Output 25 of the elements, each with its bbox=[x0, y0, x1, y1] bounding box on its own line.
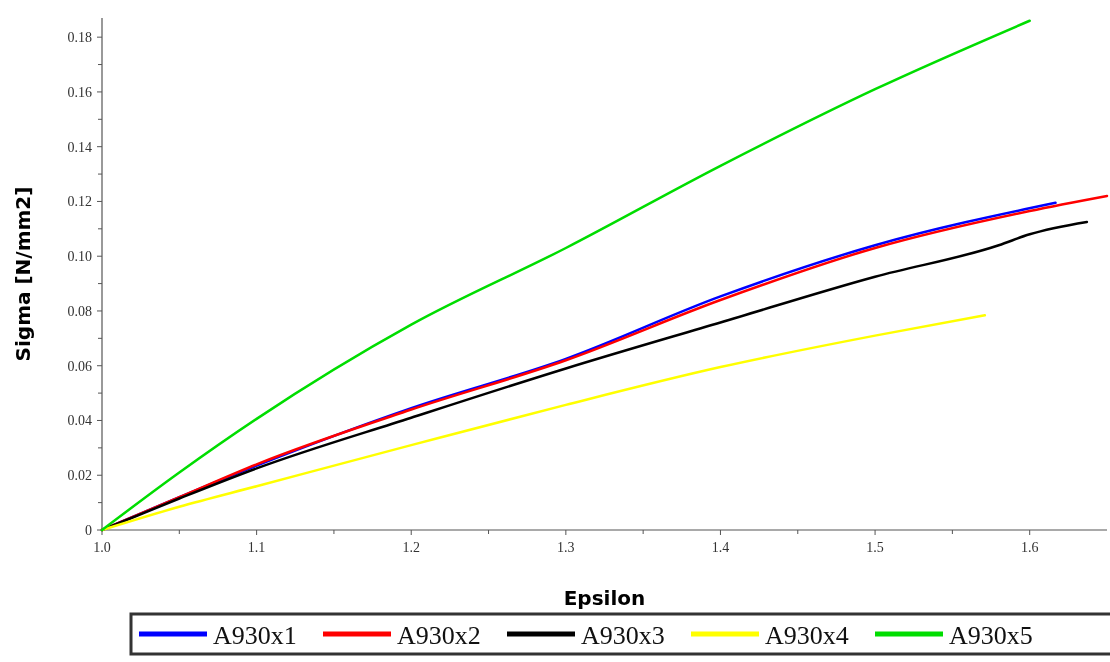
x-tick-label: 1.5 bbox=[866, 540, 884, 555]
y-tick-label: 0.04 bbox=[67, 413, 92, 429]
y-tick-label: 0.08 bbox=[67, 303, 92, 319]
legend-label: A930x3 bbox=[581, 621, 665, 650]
legend-label: A930x2 bbox=[397, 621, 481, 650]
y-tick-label: 0.02 bbox=[67, 468, 92, 484]
y-tick-label: 0.06 bbox=[67, 358, 92, 374]
x-tick-label: 1.4 bbox=[711, 540, 730, 555]
y-tick-label: 0.12 bbox=[67, 194, 92, 210]
x-axis-title: Epsilon bbox=[563, 586, 646, 610]
y-tick-label: 0 bbox=[85, 523, 92, 538]
x-tick-label: 1.1 bbox=[247, 540, 266, 555]
y-tick-label: 0.16 bbox=[67, 84, 92, 100]
x-tick-label: 1.3 bbox=[557, 540, 575, 555]
y-tick-label: 0.18 bbox=[67, 30, 92, 46]
y-tick-label: 0.14 bbox=[67, 139, 92, 155]
x-tick-label: 1.6 bbox=[1020, 540, 1039, 555]
x-tick-label: 1.2 bbox=[402, 540, 420, 555]
x-tick-label: 1.0 bbox=[93, 540, 111, 555]
line-series bbox=[100, 314, 987, 532]
legend-label: A930x4 bbox=[765, 621, 849, 650]
legend-label: A930x1 bbox=[213, 621, 297, 650]
legend-label: A930x5 bbox=[949, 621, 1033, 650]
y-axis-title: Sigma [N/mm2] bbox=[11, 186, 35, 362]
y-tick-label: 0.10 bbox=[67, 249, 92, 265]
